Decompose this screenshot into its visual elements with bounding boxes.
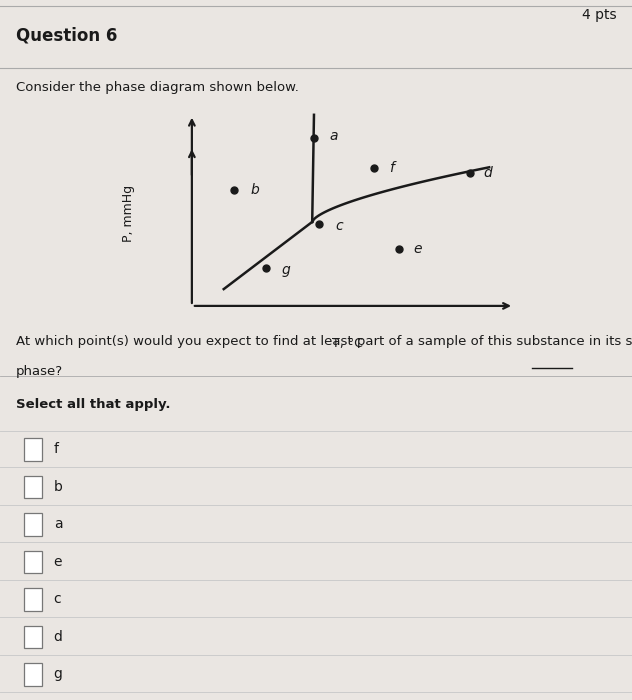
FancyBboxPatch shape: [24, 588, 42, 610]
Text: d: d: [54, 630, 63, 644]
Text: Consider the phase diagram shown below.: Consider the phase diagram shown below.: [16, 80, 299, 94]
FancyBboxPatch shape: [24, 475, 42, 498]
Text: a: a: [54, 517, 63, 531]
Text: a: a: [330, 129, 338, 143]
Text: b: b: [54, 480, 63, 494]
FancyBboxPatch shape: [24, 438, 42, 461]
Text: T, °C: T, °C: [332, 337, 363, 350]
Text: e: e: [414, 242, 422, 256]
Text: c: c: [54, 592, 61, 606]
FancyBboxPatch shape: [24, 663, 42, 685]
Text: phase?: phase?: [16, 365, 63, 379]
Text: 4 pts: 4 pts: [581, 8, 616, 22]
FancyBboxPatch shape: [24, 626, 42, 648]
Text: e: e: [54, 554, 62, 568]
Text: Select all that apply.: Select all that apply.: [16, 398, 170, 411]
Text: f: f: [389, 162, 394, 176]
Text: At which point(s) would you expect to find at least part of a sample of this sub: At which point(s) would you expect to fi…: [16, 335, 632, 348]
Text: d: d: [484, 165, 492, 179]
Text: g: g: [54, 667, 63, 681]
Text: g: g: [281, 263, 290, 277]
FancyBboxPatch shape: [24, 513, 42, 536]
FancyBboxPatch shape: [24, 550, 42, 573]
Text: b: b: [250, 183, 259, 197]
Text: f: f: [54, 442, 59, 456]
Text: Question 6: Question 6: [16, 27, 117, 44]
Text: P, mmHg: P, mmHg: [122, 185, 135, 242]
Text: c: c: [335, 219, 343, 233]
